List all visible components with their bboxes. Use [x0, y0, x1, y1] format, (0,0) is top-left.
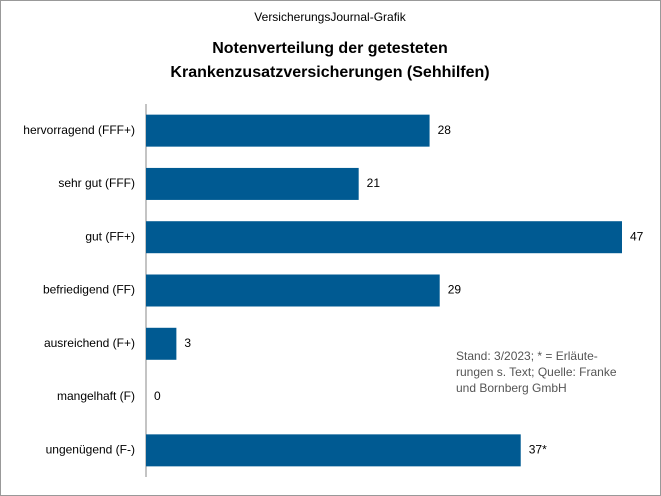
- category-label: ausreichend (F+): [44, 336, 135, 350]
- category-label: sehr gut (FFF): [58, 176, 135, 190]
- source-label: VersicherungsJournal-Grafik: [254, 10, 406, 24]
- chart-title: Krankenzusatzversicherungen (Sehhilfen): [170, 64, 489, 81]
- category-label: gut (FF+): [85, 229, 135, 243]
- bar: [146, 221, 622, 254]
- bar: [146, 114, 430, 147]
- note: rungen s. Text; Quelle: Franke: [456, 365, 617, 379]
- bar: [146, 274, 440, 307]
- note: und Bornberg GmbH: [456, 381, 567, 395]
- category-label: mangelhaft (F): [57, 389, 135, 403]
- category-label: hervorragend (FFF+): [23, 123, 135, 137]
- value-label: 28: [438, 123, 452, 137]
- note: Stand: 3/2023; * = Erläute-: [456, 349, 598, 363]
- value-label: 37*: [529, 443, 547, 457]
- bar: [146, 167, 359, 200]
- bar: [146, 327, 177, 360]
- chart-title: Notenverteilung der getesteten: [212, 40, 448, 57]
- value-label: 47: [630, 229, 644, 243]
- value-label: 21: [367, 176, 381, 190]
- category-label: befriedigend (FF): [43, 283, 135, 297]
- bar: [146, 434, 521, 467]
- value-label: 29: [448, 283, 462, 297]
- value-label: 3: [184, 336, 191, 350]
- value-label: 0: [154, 389, 161, 403]
- category-label: ungenügend (F-): [46, 443, 135, 457]
